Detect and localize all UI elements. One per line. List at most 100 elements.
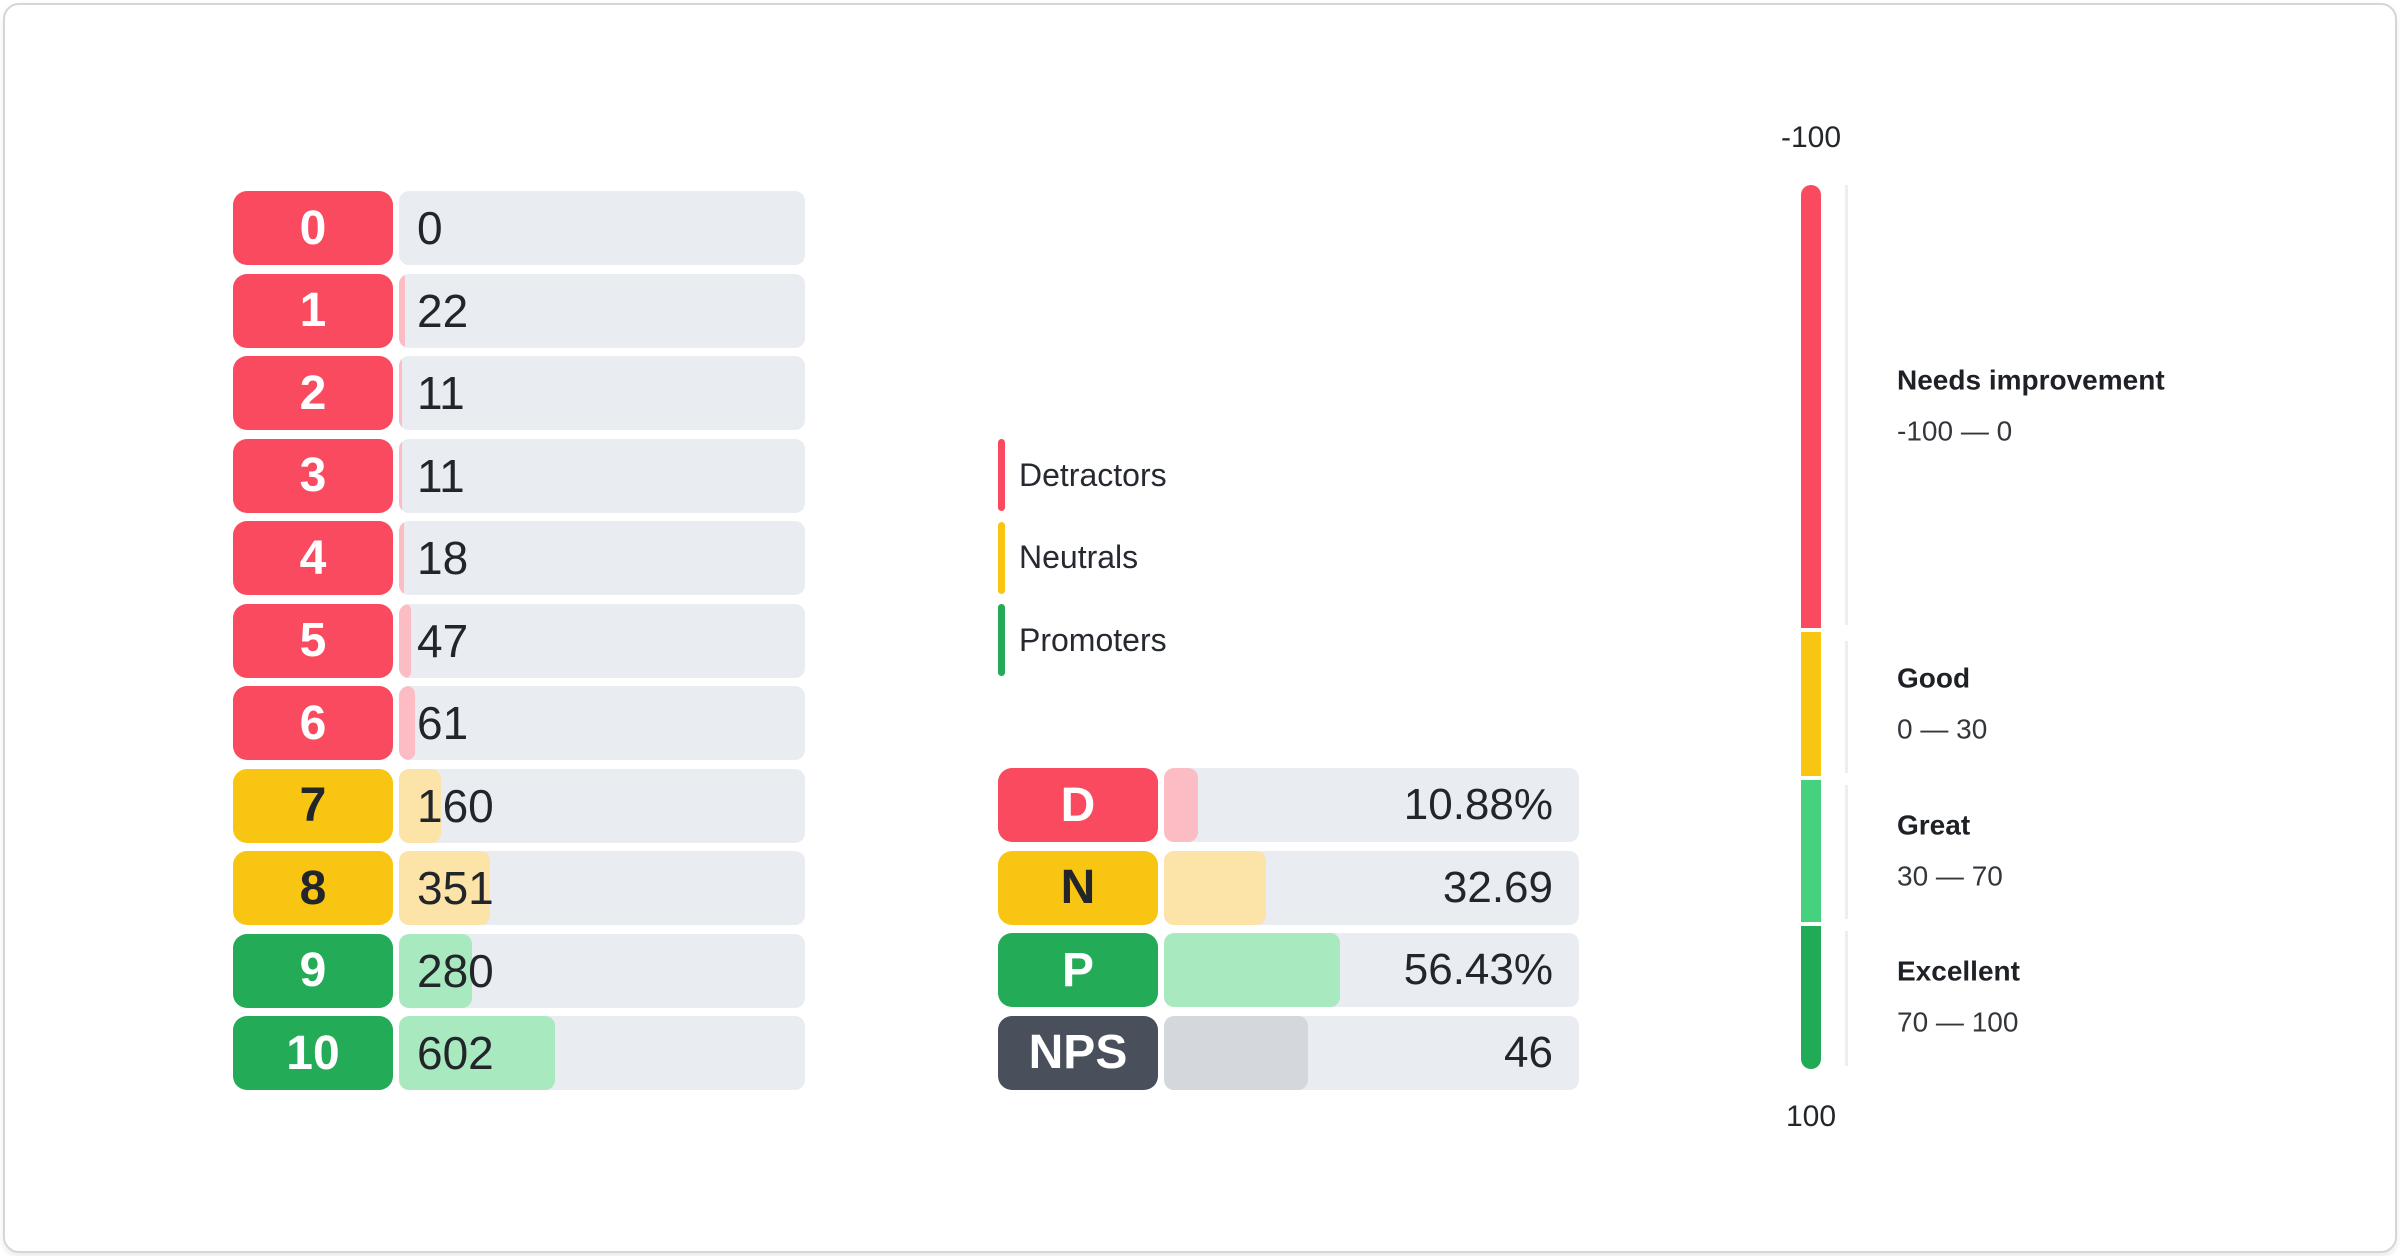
score-count: 61 xyxy=(417,697,469,749)
neutrals-swatch-icon xyxy=(998,521,1005,594)
score-track: 11 xyxy=(399,438,805,513)
score-track: 160 xyxy=(399,768,805,843)
zone-title: Needs improvement xyxy=(1897,364,2165,396)
score-badge: 6 xyxy=(233,686,393,760)
score-fill xyxy=(399,933,472,1008)
legend-label: Detractors xyxy=(1019,456,1167,493)
gauge-axis-segment xyxy=(1845,931,1848,1066)
nps-summary: D 10.88% N 32.69 P 56.43% NPS 46 xyxy=(998,768,1579,1098)
score-fill xyxy=(399,851,491,925)
gauge-min-label: -100 xyxy=(1780,121,1842,154)
score-badge: 7 xyxy=(233,768,393,843)
zone-title: Good xyxy=(1897,662,1971,694)
score-badge: 5 xyxy=(233,603,393,678)
detractors-swatch-icon xyxy=(998,439,1005,511)
legend-item-promoters: Promoters xyxy=(998,603,1167,677)
score-row-1: 1 22 xyxy=(233,273,805,348)
score-track: 47 xyxy=(399,603,805,678)
zone-range: -100 — 0 xyxy=(1897,415,2013,447)
summary-row-neutrals: N 32.69 xyxy=(998,850,1579,925)
summary-fill xyxy=(1164,1015,1308,1090)
gauge-axis-segment xyxy=(1845,185,1848,625)
score-fill xyxy=(399,768,441,843)
zone-title: Great xyxy=(1897,809,1971,841)
summary-badge: P xyxy=(998,933,1158,1007)
score-badge: 10 xyxy=(233,1016,393,1090)
score-badge: 9 xyxy=(233,933,393,1008)
gauge-axis-segment xyxy=(1845,641,1848,773)
score-count: 602 xyxy=(417,1027,494,1079)
summary-track: 56.43% xyxy=(1164,933,1579,1007)
score-badge: 0 xyxy=(233,191,393,265)
score-row-2: 2 11 xyxy=(233,356,805,430)
zone-label-excellent: Excellent 70 — 100 xyxy=(1897,956,2020,1039)
score-fill xyxy=(399,686,415,760)
score-fill xyxy=(399,273,405,348)
score-track: 602 xyxy=(399,1016,805,1090)
score-fill xyxy=(399,521,404,595)
gauge-segment-needs-improvement xyxy=(1801,185,1821,628)
zone-label-great: Great 30 — 70 xyxy=(1897,810,2003,893)
summary-badge: D xyxy=(998,768,1158,842)
gauge-segment-excellent xyxy=(1801,926,1821,1069)
score-count: 160 xyxy=(417,779,494,832)
score-distribution: 0 0 1 22 2 11 3 11 4 18 5 47 6 61 7 160 xyxy=(233,191,805,1099)
summary-track: 46 xyxy=(1164,1015,1579,1090)
score-count: 280 xyxy=(417,944,494,997)
legend-item-neutrals: Neutrals xyxy=(998,521,1167,595)
score-row-8: 8 351 xyxy=(233,851,805,925)
gauge-segment-great xyxy=(1801,780,1821,922)
summary-fill xyxy=(1164,768,1198,842)
score-badge: 4 xyxy=(233,521,393,595)
score-count: 18 xyxy=(417,532,469,584)
score-badge: 3 xyxy=(233,438,393,513)
zone-range: 0 — 30 xyxy=(1897,713,1988,745)
score-row-3: 3 11 xyxy=(233,438,805,513)
score-fill xyxy=(399,1016,556,1090)
score-row-9: 9 280 xyxy=(233,933,805,1008)
summary-badge: N xyxy=(998,850,1158,925)
score-track: 351 xyxy=(399,851,805,925)
score-row-10: 10 602 xyxy=(233,1016,805,1090)
score-track: 0 xyxy=(399,191,805,265)
summary-fill xyxy=(1164,933,1341,1007)
summary-value: 46 xyxy=(1504,1027,1553,1077)
summary-fill xyxy=(1164,850,1266,925)
legend-label: Promoters xyxy=(1019,621,1167,658)
score-count: 11 xyxy=(417,367,465,419)
score-count: 11 xyxy=(417,449,465,502)
legend-label: Neutrals xyxy=(1019,539,1139,575)
summary-badge: NPS xyxy=(998,1015,1158,1090)
gauge-max-label: 100 xyxy=(1785,1100,1837,1133)
score-count: 47 xyxy=(417,614,469,667)
summary-row-promoters: P 56.43% xyxy=(998,933,1579,1007)
score-row-5: 5 47 xyxy=(233,603,805,678)
zone-label-good: Good 0 — 30 xyxy=(1897,663,1987,746)
nps-gauge xyxy=(1801,185,1821,1069)
score-track: 22 xyxy=(399,273,805,348)
score-fill xyxy=(399,603,412,678)
score-row-0: 0 0 xyxy=(233,191,805,265)
gauge-axis-segment xyxy=(1845,785,1848,919)
gauge-axis-line xyxy=(1845,185,1848,1069)
summary-value: 10.88% xyxy=(1403,780,1553,829)
summary-row-detractors: D 10.88% xyxy=(998,768,1579,842)
score-count: 22 xyxy=(417,284,469,337)
zone-range: 30 — 70 xyxy=(1897,860,2003,892)
score-badge: 8 xyxy=(233,851,393,925)
score-row-7: 7 160 xyxy=(233,768,805,843)
zone-range: 70 — 100 xyxy=(1897,1006,2019,1038)
score-fill xyxy=(399,356,402,430)
score-track: 280 xyxy=(399,933,805,1008)
summary-value: 32.69 xyxy=(1442,862,1553,912)
score-track: 11 xyxy=(399,356,805,430)
summary-track: 32.69 xyxy=(1164,850,1579,925)
gauge-segment-good xyxy=(1801,632,1821,776)
score-badge: 1 xyxy=(233,273,393,348)
zone-label-needs-improvement: Needs improvement -100 — 0 xyxy=(1897,365,2165,448)
legend: Detractors Neutrals Promoters xyxy=(998,438,1167,686)
score-count: 351 xyxy=(417,862,494,914)
score-row-4: 4 18 xyxy=(233,521,805,595)
summary-value: 56.43% xyxy=(1403,945,1553,994)
